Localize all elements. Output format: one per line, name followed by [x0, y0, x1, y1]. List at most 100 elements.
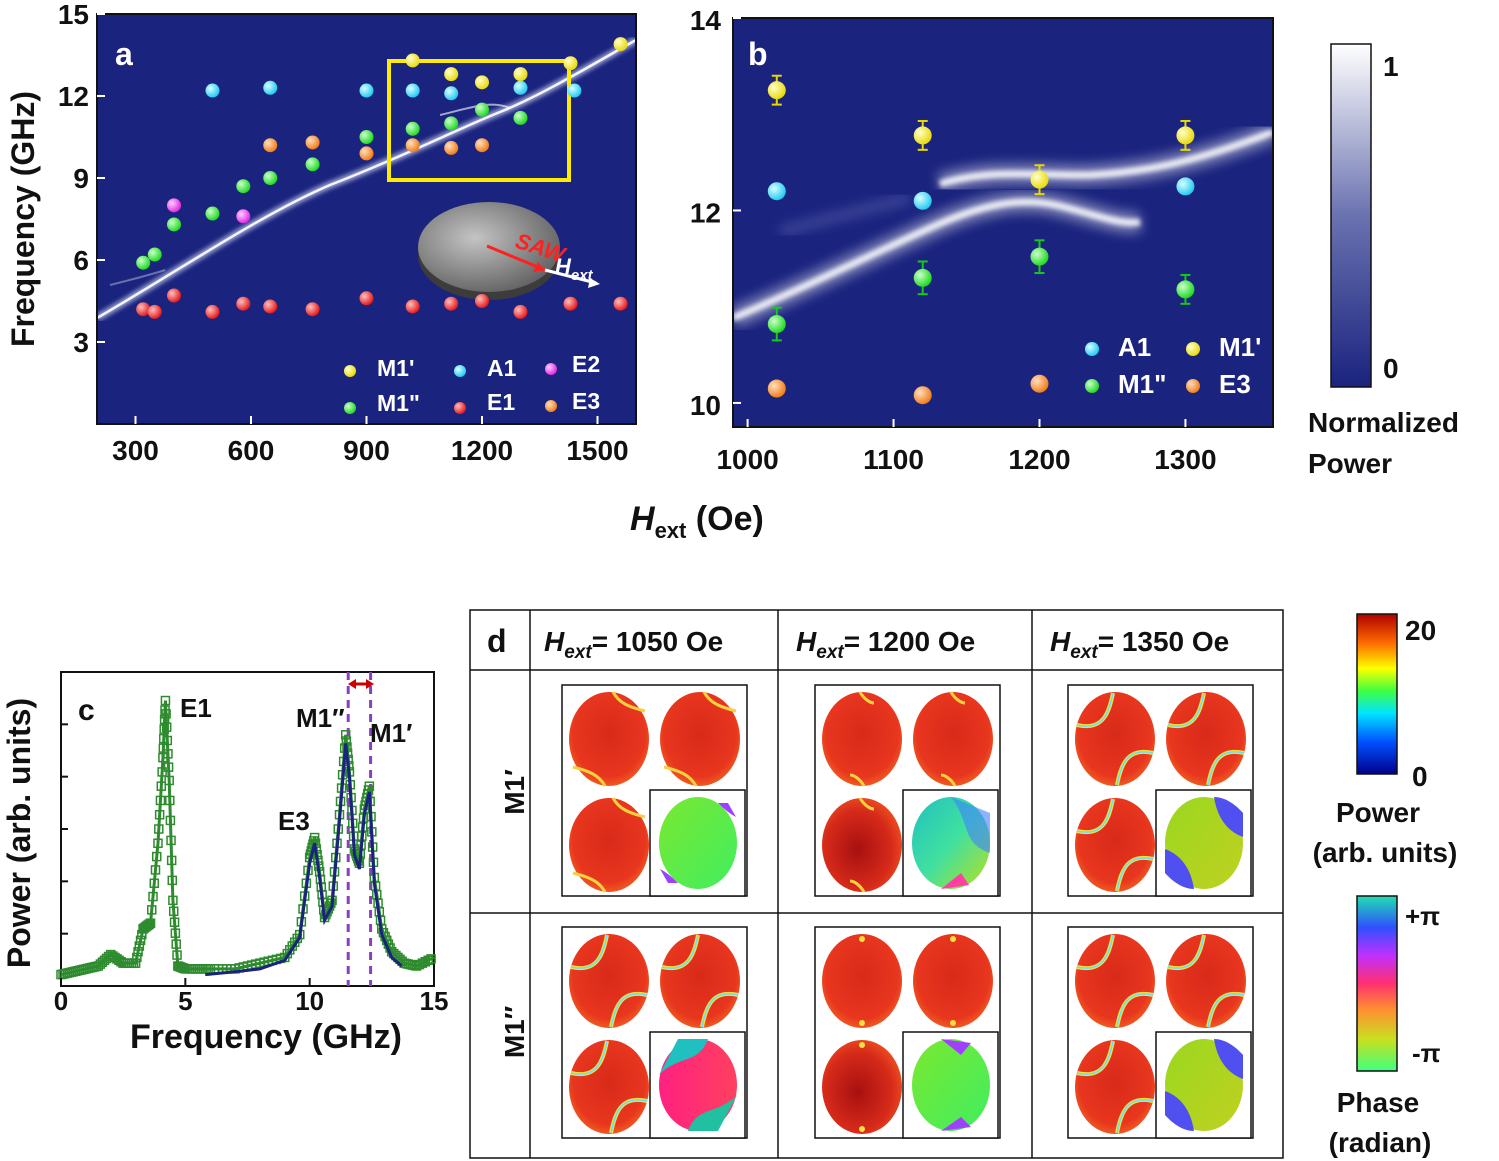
colorbar-power-max: 20 — [1405, 615, 1436, 646]
mode-map-m1pp-0-mz — [569, 1040, 649, 1134]
mode-map-m1p-1-mz — [822, 797, 902, 893]
panel-a: SAW Hext a M1' A1 E2 M1" E1 E3 300 600 900… — [5, 0, 636, 466]
column-header-1200: Hext= 1200 Oe — [796, 626, 975, 663]
colorbar-phase-title2: (radian) — [1329, 1127, 1432, 1158]
point-b-m1pp-0 — [767, 315, 786, 334]
point-b-m1pp-2 — [1030, 247, 1049, 266]
point-a-e1-13 — [613, 296, 628, 311]
panel-b-mode-branches — [729, 122, 1277, 328]
panel-a-xtick-label-2: 900 — [343, 435, 390, 466]
panel-a-xtick-label-4: 1500 — [566, 435, 628, 466]
mode-map-m1pp-1-mz — [822, 1040, 902, 1134]
legend-a1-marker — [454, 365, 466, 377]
measured-point — [149, 878, 159, 888]
panel-a-ylabel: Frequency (GHz) — [5, 91, 41, 347]
point-a-e1-0 — [136, 302, 151, 317]
colorbar-title-line2: Power — [1308, 448, 1392, 479]
legend-e3-marker — [545, 400, 557, 412]
point-a-e3-4 — [444, 140, 459, 155]
point-b-e3-1 — [913, 386, 932, 405]
point-a-m1pp-11 — [513, 110, 528, 125]
point-b-a1-2 — [1176, 177, 1195, 196]
mode-map-m1pp-2-my — [1166, 934, 1246, 1028]
measured-point — [165, 795, 175, 806]
mode-map-m1pp-2-mz — [1075, 1040, 1155, 1134]
panel-d-mode-maps — [561, 684, 1254, 1139]
panel-c-xtick-label-0: 0 — [54, 986, 68, 1016]
colorbar-power-min: 0 — [1412, 761, 1428, 792]
point-a-e1-11 — [513, 304, 528, 319]
panel-c-marks — [56, 672, 436, 986]
point-a-a1-1 — [263, 80, 278, 95]
measured-point — [148, 891, 158, 902]
mode-map-m1pp-0-my — [660, 934, 740, 1028]
panel-c-axes: 0 5 10 15 — [54, 723, 448, 1016]
panel-a-ytick-label-0: 3 — [73, 327, 89, 358]
measured-point — [340, 730, 351, 740]
point-a-e2-1 — [236, 209, 251, 224]
fit-trace — [205, 743, 403, 977]
legend-b-m1p-marker — [1186, 342, 1200, 356]
colorbar-min-label: 0 — [1383, 353, 1399, 384]
mode-map-m1pp-2-phase — [1165, 1039, 1243, 1131]
mode-map-m1p-1-phase — [912, 797, 990, 889]
measured-point — [144, 919, 155, 929]
panel-c-xtick-label-1: 5 — [178, 986, 192, 1016]
point-b-m1p-3 — [1176, 126, 1195, 145]
point-a-e1-9 — [444, 296, 459, 311]
panel-a-ytick-label-2: 9 — [73, 163, 89, 194]
measured-point — [172, 950, 182, 960]
column-header-1350: Hext= 1350 Oe — [1050, 626, 1229, 663]
point-a-e3-5 — [475, 138, 489, 153]
measured-point — [423, 955, 433, 966]
legend-e2-marker — [545, 363, 557, 375]
colorbar-power-title2: (arb. units) — [1313, 837, 1458, 868]
panel-b-axes: 1000 1100 1200 1300 10 12 14 — [690, 5, 1274, 475]
colorbar-normalized-power: 1 0 Normalized Power — [1308, 43, 1459, 479]
panel-c-xlabel: Frequency (GHz) — [130, 1018, 402, 1056]
panel-c-ylabel: Power (arb. units) — [1, 698, 37, 968]
column-header-1050: Hext= 1050 Oe — [544, 626, 723, 663]
legend-b-m1pp-label: M1" — [1118, 369, 1166, 399]
panel-b-label: b — [748, 36, 768, 72]
colorbar-phase-title1: Phase — [1337, 1087, 1420, 1118]
legend-e1-label: E1 — [487, 389, 515, 415]
point-a-m1pp-5 — [263, 171, 278, 185]
measured-point — [165, 815, 176, 826]
point-b-m1p-1 — [913, 126, 932, 145]
point-a-m1pp-6 — [305, 157, 320, 172]
panel-a-xtick-label-1: 600 — [228, 435, 275, 466]
measured-point — [166, 855, 177, 866]
panel-b-xtick-label-0: 1000 — [716, 444, 778, 475]
mode-map-m1p-2-mz — [1075, 798, 1155, 892]
point-a-m1p-0 — [405, 53, 420, 68]
point-a-e3-0 — [263, 138, 278, 153]
mode-map-m1p-1-mx — [822, 691, 902, 787]
mode-map-m1p-2-my — [1166, 692, 1246, 786]
legend-b-e3-label: E3 — [1219, 369, 1251, 399]
point-b-m1pp-1 — [913, 268, 932, 287]
measured-point — [133, 946, 143, 957]
mode-map-m1p-2-phase — [1165, 797, 1243, 889]
mode-map-m1p-0-phase — [659, 797, 737, 889]
point-a-a1-4 — [444, 86, 459, 101]
measured-point — [170, 928, 181, 938]
panel-c: c E1 E3 M1′′ M1′ 0 5 10 15 Power (arb. unit… — [1, 671, 448, 1056]
measured-point — [309, 832, 320, 843]
hext-label: Hext — [555, 254, 594, 284]
panel-c-plot-area — [60, 671, 435, 987]
point-b-a1-0 — [767, 182, 786, 201]
colorbar-title-line1: Normalized — [1308, 407, 1459, 438]
measured-point — [169, 917, 180, 927]
panel-a-ytick-label-1: 6 — [73, 245, 89, 276]
point-a-m1pp-7 — [359, 130, 374, 144]
point-a-e1-12 — [563, 296, 578, 311]
panel-a-ytick-label-4: 15 — [58, 0, 89, 30]
measured-point — [155, 795, 166, 806]
measured-point — [157, 767, 167, 777]
measured-point — [135, 935, 146, 946]
colorbar-power-title1: Power — [1336, 797, 1420, 828]
measured-point — [161, 709, 171, 719]
point-a-m1pp-10 — [475, 102, 489, 117]
point-a-e2-0 — [167, 198, 181, 213]
